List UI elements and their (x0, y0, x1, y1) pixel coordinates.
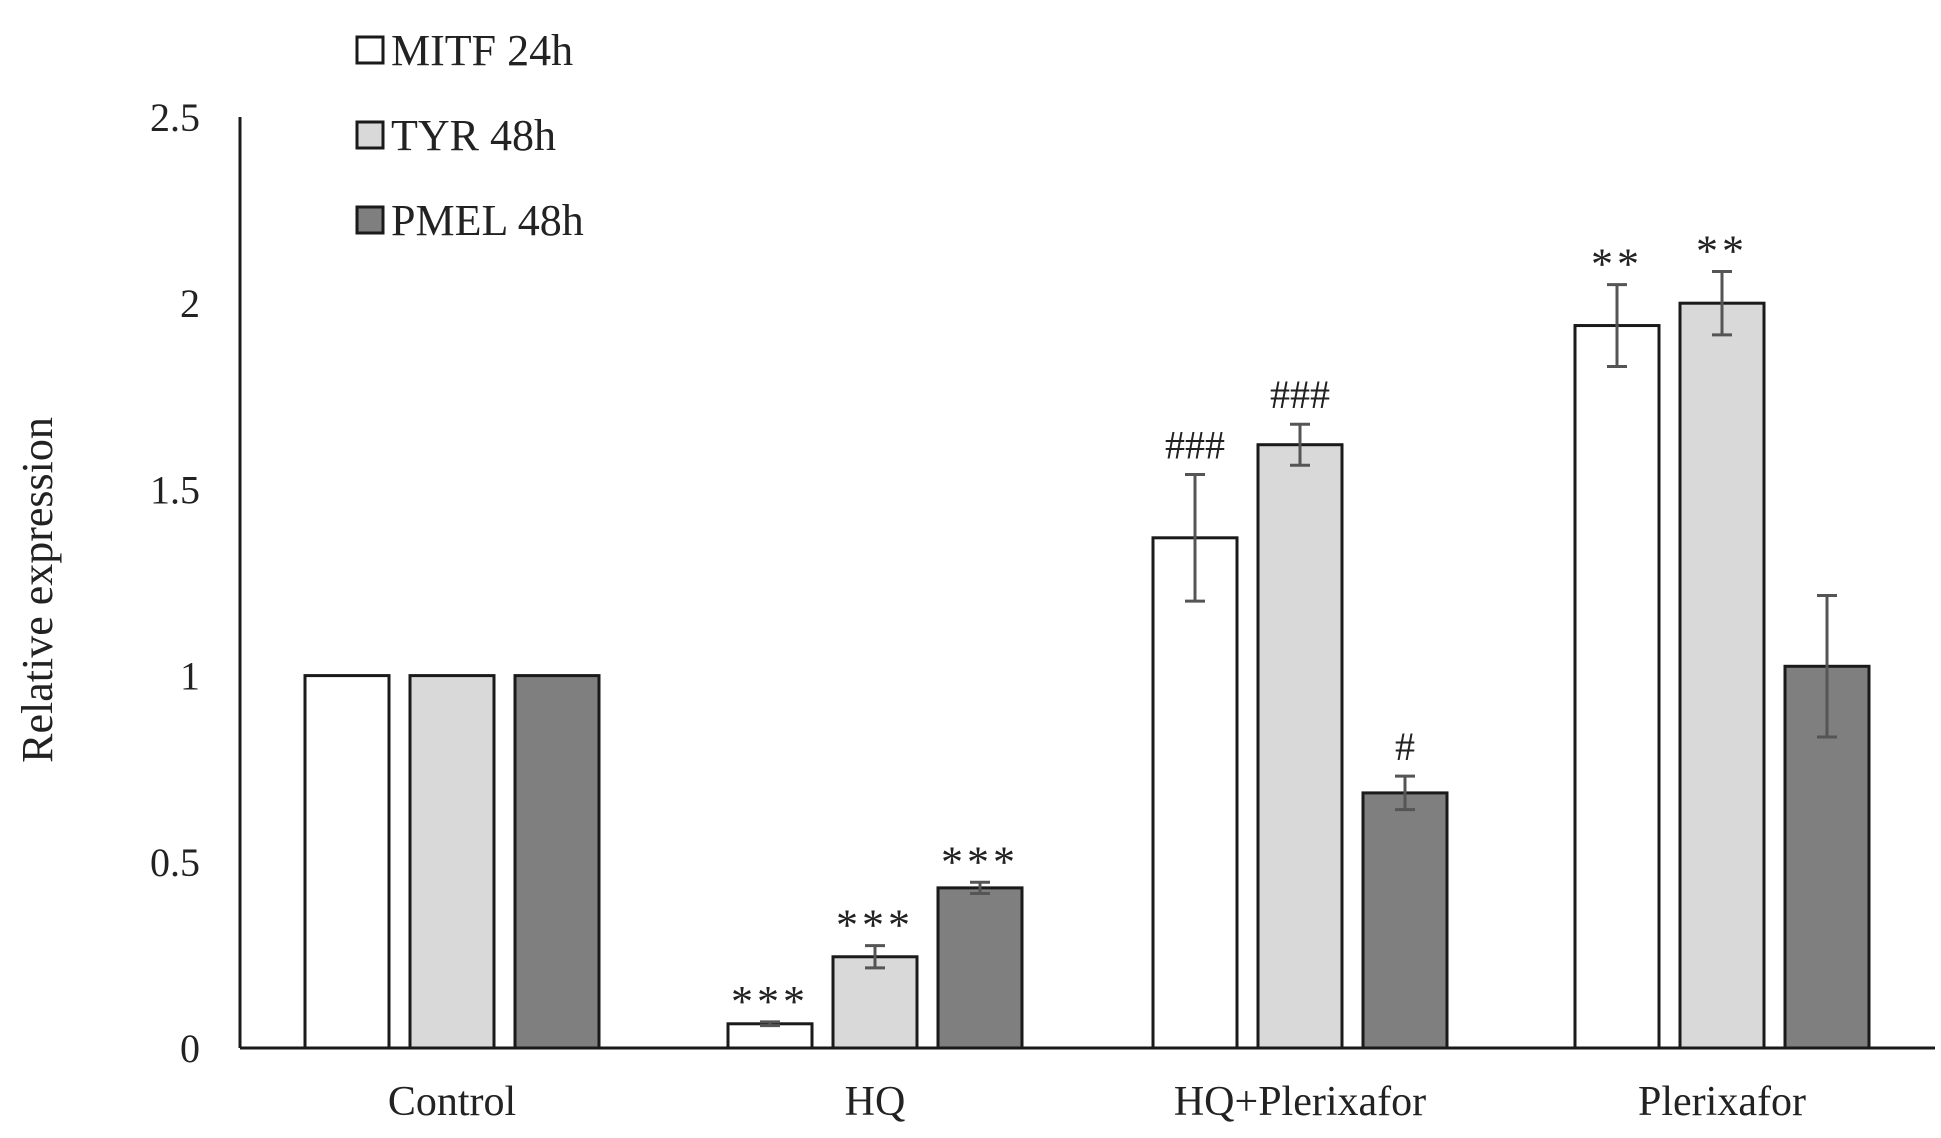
x-tick-label-plerixafor: Plerixafor (1638, 1079, 1806, 1125)
x-tick-label-hq: HQ (845, 1079, 906, 1125)
bar-tyr-48h-hq (831, 955, 919, 1050)
legend-swatch-tyr-48h (355, 120, 385, 150)
bar-pmel-48h-hq-plerixafor (1361, 791, 1449, 1050)
x-tick-label-control: Control (388, 1079, 516, 1125)
bar-mitf-24h-hq (726, 1022, 814, 1050)
significance-label: *** (731, 977, 809, 1026)
significance-label: *** (836, 901, 914, 950)
bar-mitf-24h-plerixafor (1573, 324, 1661, 1050)
legend-label-tyr-48h: TYR 48h (391, 111, 556, 160)
bar-pmel-48h-hq (936, 886, 1024, 1050)
significance-label: ### (1165, 423, 1225, 468)
significance-label: ### (1270, 372, 1330, 417)
legend-label-mitf-24h: MITF 24h (391, 26, 573, 75)
bar-tyr-48h-plerixafor (1678, 301, 1766, 1050)
y-tick-label: 0.5 (150, 840, 200, 885)
significance-label: *** (941, 837, 1019, 886)
bar-pmel-48h-control (513, 674, 601, 1050)
legend-swatch-mitf-24h (355, 35, 385, 65)
bar-mitf-24h-hq-plerixafor (1151, 536, 1239, 1050)
bar-mitf-24h-control (303, 674, 391, 1050)
x-tick-label-hq-plerixafor: HQ+Plerixafor (1174, 1079, 1426, 1125)
significance-label: # (1395, 724, 1415, 769)
legend-label-pmel-48h: PMEL 48h (391, 196, 584, 245)
y-tick-label: 1.5 (150, 467, 200, 512)
bar-tyr-48h-hq-plerixafor (1256, 443, 1344, 1050)
legend-swatch-pmel-48h (355, 205, 385, 235)
significance-label: ** (1696, 227, 1748, 276)
y-axis-label: Relative expression (13, 417, 62, 763)
y-tick-label: 2 (180, 281, 200, 326)
significance-label: ** (1591, 240, 1643, 289)
y-tick-label: 2.5 (150, 95, 200, 140)
y-tick-label: 0 (180, 1026, 200, 1071)
y-tick-label: 1 (180, 654, 200, 699)
bar-tyr-48h-control (408, 674, 496, 1050)
